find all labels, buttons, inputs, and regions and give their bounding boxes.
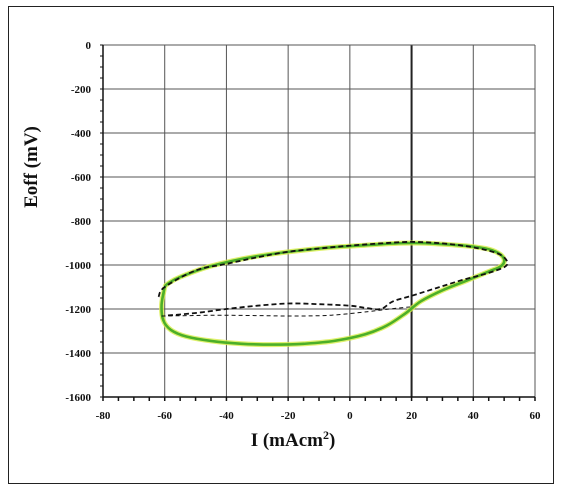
y-tick-label: -1000 — [65, 260, 91, 272]
y-tick-label: -1200 — [65, 304, 91, 316]
y-tick-label: -800 — [71, 216, 92, 228]
y-tick-label: 0 — [86, 40, 92, 52]
x-tick-label: -20 — [281, 410, 296, 422]
x-tick-label: 0 — [347, 410, 353, 422]
y-tick-label: -200 — [71, 84, 92, 96]
y-tick-label: -1400 — [65, 348, 91, 360]
x-tick-label: 40 — [468, 410, 480, 422]
y-tick-label: -1600 — [65, 392, 91, 404]
chart: -80 -60 -40 -20 0 20 40 60 0-200-400-600-800-10… — [21, 40, 541, 451]
series-thin-dashed-line — [161, 306, 412, 317]
x-tick-label: -40 — [219, 410, 234, 422]
series-green-line — [160, 241, 506, 346]
x-tick-label: 20 — [406, 410, 418, 422]
y-tick-labels: 0 -200 -400 -600 -800 -1000 -1200 -1400 -1600 — [65, 40, 91, 404]
x-tick-label: -60 — [157, 410, 172, 422]
x-tick-label: 60 — [530, 410, 542, 422]
series-layer — [157, 240, 509, 348]
series-dashed-line — [157, 240, 509, 317]
series-green-glow — [159, 240, 507, 348]
y-tick-label: -600 — [71, 172, 92, 184]
chart-frame: -80 -60 -40 -20 0 20 40 60 0 -200 -400 -600 -800 -10… — [8, 6, 554, 484]
y-axis-title: Eoff (mV) — [21, 126, 42, 208]
y-tick-label: -400 — [71, 128, 92, 140]
x-tick-label: -80 — [96, 410, 111, 422]
x-axis-title: I (mAcm2) — [251, 428, 336, 451]
x-tick-labels: -80 -60 -40 -20 0 20 40 60 — [96, 410, 541, 422]
minor-ticks — [100, 44, 536, 401]
